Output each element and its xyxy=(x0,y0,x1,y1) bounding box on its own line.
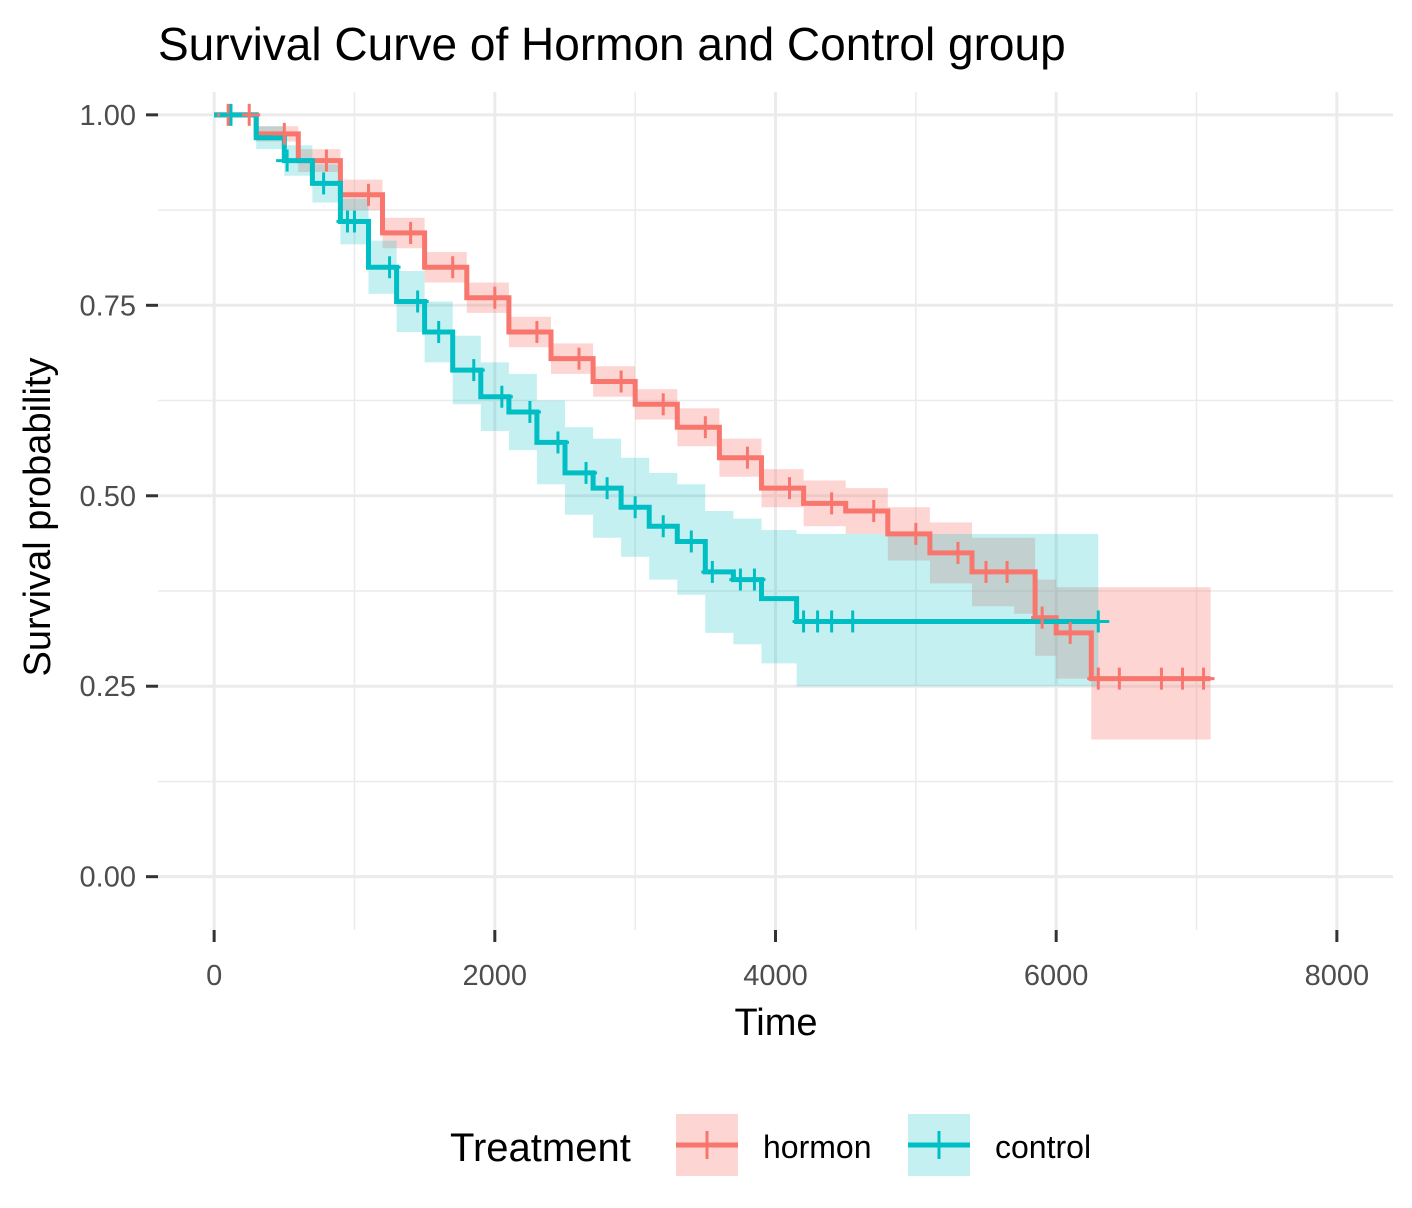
censor-mark-hormon xyxy=(694,416,717,439)
censor-mark-hormon xyxy=(315,149,338,172)
legend-label-control: control xyxy=(995,1129,1091,1165)
y-tick-label: 0.50 xyxy=(80,481,136,513)
censor-mark-control xyxy=(575,461,598,484)
axes: 0.00 0.25 0.50 0.75 1.00 0 2000 4000 6000 8000 xyxy=(80,100,1370,992)
censor-mark-hormon xyxy=(1192,667,1215,690)
censor-mark-control xyxy=(406,290,429,313)
censor-mark-hormon xyxy=(862,500,885,522)
censor-mark-hormon xyxy=(441,256,464,279)
censor-mark-control xyxy=(312,172,335,195)
censor-mark-hormon xyxy=(996,560,1019,583)
grid xyxy=(158,92,1393,930)
ci-band-control xyxy=(214,114,1099,687)
censor-mark-hormon xyxy=(736,446,759,469)
y-tick-label: 1.00 xyxy=(80,100,136,132)
censor-mark-control xyxy=(276,149,299,172)
legend-item-hormon: hormon xyxy=(676,1114,872,1176)
censor-mark-hormon xyxy=(1150,667,1173,690)
censor-mark-hormon xyxy=(357,183,380,206)
x-tick-label: 8000 xyxy=(1305,960,1370,992)
censor-mark-control xyxy=(518,400,541,423)
x-tick-label: 6000 xyxy=(1024,960,1089,992)
censor-mark-control xyxy=(1087,610,1110,633)
censor-mark-hormon xyxy=(652,393,675,416)
y-axis-title: Survival probability xyxy=(17,358,59,677)
censor-mark-control xyxy=(462,359,485,382)
x-tick-label: 4000 xyxy=(743,960,808,992)
censor-mark-control xyxy=(743,568,766,591)
censor-mark-hormon xyxy=(975,560,998,583)
y-tick-label: 0.25 xyxy=(80,671,136,703)
censor-mark-control xyxy=(596,477,619,500)
censor-marks xyxy=(217,103,1215,690)
x-axis-title: Time xyxy=(734,1002,817,1044)
censor-mark-control xyxy=(546,431,569,454)
censor-mark-control xyxy=(820,610,843,633)
censor-mark-control xyxy=(680,530,703,553)
censor-mark-hormon xyxy=(778,477,801,500)
censor-mark-control xyxy=(427,320,450,343)
censor-mark-hormon xyxy=(273,122,296,145)
legend-title: Treatment xyxy=(450,1126,631,1170)
chart-title: Survival Curve of Hormon and Control gro… xyxy=(158,18,1066,70)
legend-label-hormon: hormon xyxy=(763,1129,872,1165)
x-tick-label: 0 xyxy=(206,960,222,992)
censor-mark-hormon xyxy=(1171,667,1194,690)
censor-mark-hormon xyxy=(904,522,927,545)
x-tick-label: 2000 xyxy=(463,960,528,992)
y-tick-label: 0.00 xyxy=(80,862,136,894)
censor-mark-control xyxy=(701,560,724,583)
censor-mark-control xyxy=(841,610,864,633)
censor-mark-hormon xyxy=(399,221,422,244)
censor-mark-control xyxy=(490,385,513,408)
censor-mark-hormon xyxy=(820,492,843,515)
censor-mark-control xyxy=(624,496,647,519)
censor-mark-control xyxy=(219,103,242,126)
censor-mark-hormon xyxy=(946,541,969,564)
censor-mark-hormon xyxy=(610,370,633,393)
censor-mark-control xyxy=(652,515,675,538)
legend-item-control: control xyxy=(908,1114,1091,1176)
censor-mark-hormon xyxy=(568,347,591,370)
censor-mark-hormon xyxy=(483,286,506,309)
legend: Treatment hormon control xyxy=(450,1114,1091,1176)
censor-mark-hormon xyxy=(525,320,548,343)
censor-mark-control xyxy=(378,256,401,279)
censor-mark-hormon xyxy=(1031,606,1054,629)
y-tick-label: 0.75 xyxy=(80,290,136,322)
censor-mark-hormon xyxy=(1059,621,1082,644)
censor-mark-control xyxy=(343,210,366,233)
censor-mark-hormon xyxy=(1087,667,1110,690)
censor-mark-hormon xyxy=(1108,667,1131,690)
